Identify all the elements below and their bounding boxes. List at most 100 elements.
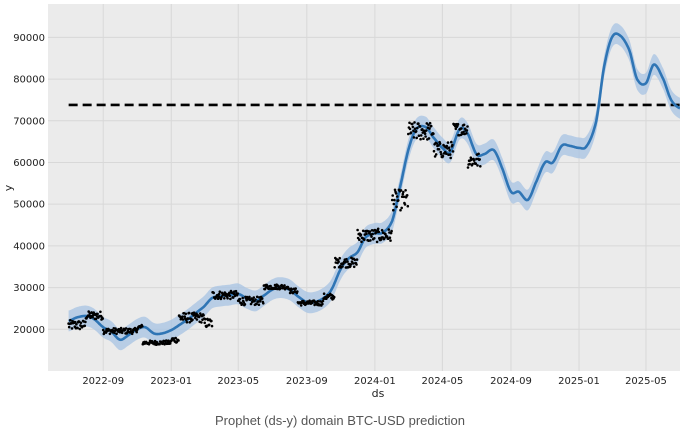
observed-point <box>408 121 411 125</box>
observed-point <box>474 162 478 165</box>
observed-point <box>401 192 405 196</box>
observed-point <box>392 202 396 206</box>
x-axis-label: ds <box>372 387 385 400</box>
observed-point <box>183 315 186 318</box>
observed-point <box>74 320 77 324</box>
observed-point <box>376 227 380 231</box>
observed-point <box>316 300 320 303</box>
observed-point <box>299 304 303 307</box>
observed-point <box>395 195 399 198</box>
observed-point <box>349 263 353 266</box>
observed-point <box>75 323 78 326</box>
x-tick-label: 2023-01 <box>150 376 192 387</box>
observed-point <box>267 287 271 291</box>
observed-point <box>83 324 87 328</box>
observed-point <box>260 297 264 300</box>
observed-point <box>441 154 445 158</box>
observed-point <box>288 291 292 295</box>
observed-point <box>67 325 71 329</box>
observed-point <box>403 203 407 206</box>
observed-point <box>445 144 449 148</box>
observed-point <box>229 297 232 301</box>
observed-point <box>120 331 124 335</box>
observed-point <box>212 291 215 295</box>
observed-point <box>471 162 474 166</box>
observed-point <box>433 155 437 158</box>
observed-point <box>451 150 455 153</box>
observed-point <box>405 194 409 197</box>
observed-point <box>422 137 425 140</box>
observed-point <box>375 240 379 244</box>
observed-point <box>131 330 135 334</box>
observed-point <box>393 188 397 192</box>
observed-point <box>186 317 190 320</box>
x-tick-label: 2024-09 <box>490 376 532 387</box>
observed-point <box>365 232 368 235</box>
observed-point <box>440 153 443 156</box>
y-axis-label: y <box>2 184 15 191</box>
observed-point <box>332 295 336 299</box>
observed-point <box>204 317 207 321</box>
y-tick-label: 90000 <box>13 33 45 44</box>
observed-point <box>446 141 450 144</box>
observed-point <box>158 342 161 346</box>
observed-point <box>466 166 470 169</box>
observed-point <box>377 230 381 234</box>
observed-point <box>384 232 387 236</box>
observed-point <box>181 318 185 321</box>
observed-point <box>255 295 259 299</box>
observed-point <box>427 137 431 140</box>
observed-point <box>96 312 99 316</box>
observed-point <box>184 312 188 316</box>
x-tick-label: 2022-09 <box>82 376 124 387</box>
observed-point <box>409 131 413 134</box>
gridlines <box>48 4 680 371</box>
observed-point <box>434 153 438 156</box>
observed-point <box>399 208 402 212</box>
observed-point <box>191 318 194 322</box>
observed-point <box>197 315 201 319</box>
observed-point <box>468 162 472 166</box>
observed-point <box>226 297 229 300</box>
observed-point <box>448 149 451 152</box>
observed-point <box>371 232 374 236</box>
observed-point <box>269 284 272 288</box>
observed-point <box>70 327 74 330</box>
observed-point <box>276 287 279 291</box>
observed-point <box>115 332 118 336</box>
observed-point <box>353 258 357 262</box>
observed-point <box>135 330 138 334</box>
observed-point <box>465 132 468 135</box>
observed-point <box>400 206 404 210</box>
y-tick-label: 80000 <box>13 75 45 86</box>
x-axis-ticks: 2022-09 2023-01 2023-05 2023-09 2024-01 2024-… <box>82 376 667 387</box>
observed-point <box>177 339 180 342</box>
observed-point <box>478 158 482 161</box>
observed-point <box>358 238 361 241</box>
observed-point <box>344 260 347 264</box>
observed-point <box>462 130 465 134</box>
y-tick-label: 70000 <box>13 116 45 127</box>
observed-point <box>432 149 436 153</box>
observed-point <box>119 326 123 330</box>
observed-point <box>346 260 349 263</box>
y-tick-label: 40000 <box>13 241 45 252</box>
observed-point <box>417 134 421 137</box>
observed-point <box>220 295 223 299</box>
observed-point <box>397 199 400 202</box>
observed-point <box>238 297 242 301</box>
observed-point <box>465 129 469 132</box>
observed-point <box>101 328 105 332</box>
observed-point <box>228 294 232 298</box>
observed-point <box>262 302 265 305</box>
observed-point <box>202 314 205 317</box>
observed-point <box>302 299 305 303</box>
observed-point <box>432 132 435 136</box>
observed-point <box>411 125 415 129</box>
observed-point <box>231 296 235 299</box>
observed-point <box>216 297 220 301</box>
observed-point <box>129 327 132 331</box>
observed-point <box>435 142 439 145</box>
observed-point <box>414 130 418 133</box>
observed-point <box>345 257 348 261</box>
